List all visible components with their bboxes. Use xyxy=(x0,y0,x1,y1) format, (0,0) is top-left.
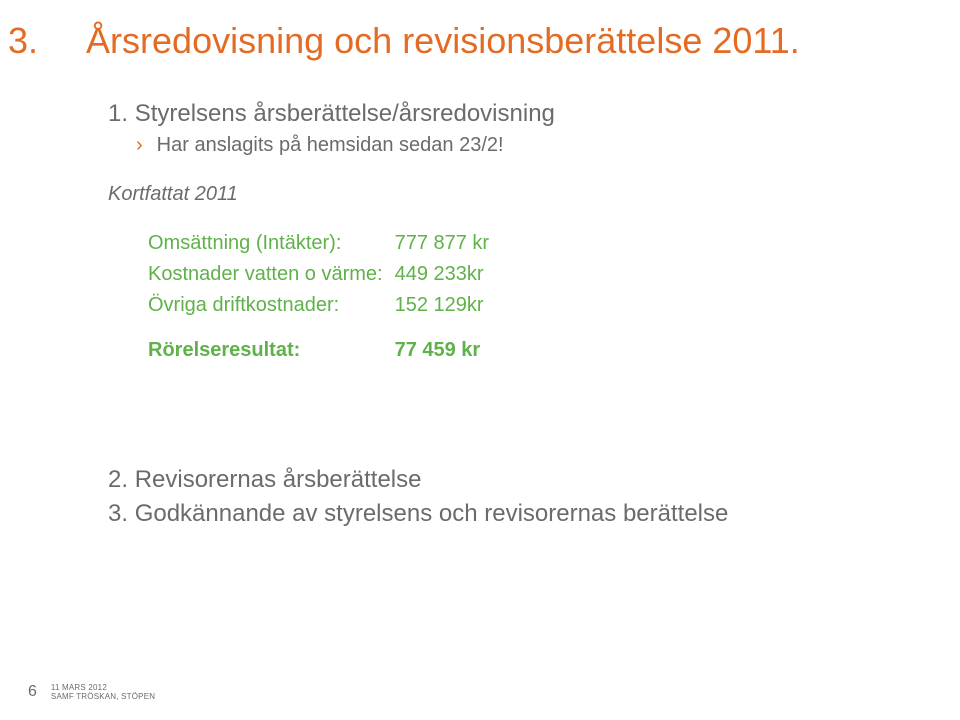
lower-list: 2. Revisorernas årsberättelse 3. Godkänn… xyxy=(108,466,900,528)
item-text: Godkännande av styrelsens och revisorern… xyxy=(135,500,729,527)
footer-date: 11 MARS 2012 xyxy=(51,683,155,693)
page-number: 6 xyxy=(28,683,37,701)
row-value: 449 233kr xyxy=(395,259,490,290)
slide-title-number: 3. xyxy=(8,20,38,62)
chevron-right-icon: › xyxy=(136,135,143,155)
item-number: 2. xyxy=(108,466,128,493)
row-label: Övriga driftkostnader: xyxy=(148,290,395,321)
kortfattat-label: Kortfattat 2011 xyxy=(108,183,900,206)
slide-body: 1. Styrelsens årsberättelse/årsredovisni… xyxy=(108,100,900,534)
table-row: Kostnader vatten o värme: 449 233kr xyxy=(148,259,489,290)
row-label: Kostnader vatten o värme: xyxy=(148,259,395,290)
list-item: 3. Godkännande av styrelsens och revisor… xyxy=(108,500,900,528)
section1-title: Styrelsens årsberättelse/årsredovisning xyxy=(135,100,555,127)
result-label: Rörelseresultat: xyxy=(148,321,395,366)
result-value: 77 459 kr xyxy=(395,321,490,366)
table-row: Omsättning (Intäkter): 777 877 kr xyxy=(148,228,489,259)
row-label: Omsättning (Intäkter): xyxy=(148,228,395,259)
item-text: Revisorernas årsberättelse xyxy=(135,466,422,493)
slide: 3. Årsredovisning och revisionsberättels… xyxy=(0,0,960,720)
slide-title-row: 3. Årsredovisning och revisionsberättels… xyxy=(0,20,960,62)
table-row: Övriga driftkostnader: 152 129kr xyxy=(148,290,489,321)
footer-meta: 11 MARS 2012 SAMF TRÖSKAN, STÖPEN xyxy=(51,683,155,702)
section1-bullet: › Har anslagits på hemsidan sedan 23/2! xyxy=(136,134,900,157)
section1-bullet-text: Har anslagits på hemsidan sedan 23/2! xyxy=(157,134,504,157)
section1-number: 1. xyxy=(108,100,128,127)
financial-table: Omsättning (Intäkter): 777 877 kr Kostna… xyxy=(148,228,489,366)
list-item: 2. Revisorernas årsberättelse xyxy=(108,466,900,494)
slide-footer: 6 11 MARS 2012 SAMF TRÖSKAN, STÖPEN xyxy=(28,683,155,702)
section1-heading: 1. Styrelsens årsberättelse/årsredovisni… xyxy=(108,100,900,128)
row-value: 777 877 kr xyxy=(395,228,490,259)
item-number: 3. xyxy=(108,500,128,527)
footer-org: SAMF TRÖSKAN, STÖPEN xyxy=(51,692,155,702)
result-row: Rörelseresultat: 77 459 kr xyxy=(148,321,489,366)
slide-title-text: Årsredovisning och revisionsberättelse 2… xyxy=(86,20,800,62)
row-value: 152 129kr xyxy=(395,290,490,321)
